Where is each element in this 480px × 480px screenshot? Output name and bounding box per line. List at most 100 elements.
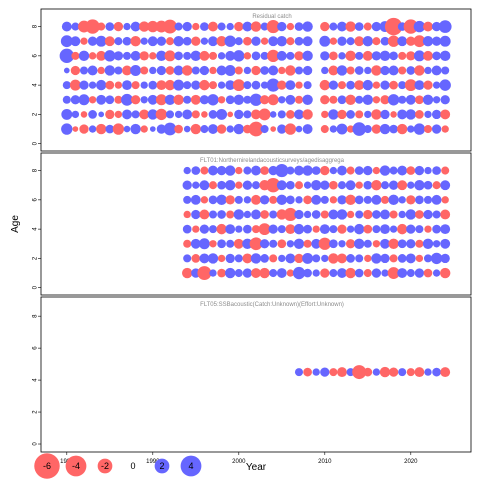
residual-bubble [122,36,132,46]
residual-bubble [217,268,226,278]
residual-bubble [156,65,167,76]
residual-bubble [190,94,201,105]
residual-bubble [122,65,132,76]
residual-bubble [422,36,434,47]
residual-bubble [390,111,397,118]
residual-bubble [192,225,200,233]
residual-bubble [440,267,451,279]
residual-bubble [234,109,244,120]
residual-bubble [183,239,192,248]
residual-bubble [70,65,81,76]
residual-bubble [286,110,295,119]
panel-frame [40,8,472,152]
residual-bubble [70,95,81,105]
residual-bubble [346,210,355,219]
residual-bubble [352,365,367,380]
residual-bubble [233,123,244,135]
residual-bubble [156,124,167,134]
residual-bubble [311,194,322,205]
residual-bubble [71,51,80,60]
residual-bubble [96,50,107,61]
residual-bubble [191,209,201,220]
residual-bubble [278,96,286,104]
residual-bubble [302,109,313,120]
residual-bubble [405,94,416,105]
residual-bubble [199,79,210,91]
residual-bubble [258,108,271,121]
residual-bubble [424,225,432,233]
residual-bubble [79,80,89,90]
residual-bubble [277,124,287,134]
y-tick-label: 4 [33,83,39,87]
residual-bubble [199,95,210,105]
residual-bubble [363,180,373,190]
residual-bubble [379,366,391,378]
residual-bubble [183,254,192,263]
residual-bubble [441,166,450,175]
residual-bubble [260,66,269,75]
residual-bubble [200,196,209,204]
residual-bubble [78,94,90,106]
residual-bubble [225,224,236,235]
residual-bubble [440,367,451,378]
residual-bubble [234,195,243,204]
y-tick-label: 2 [33,112,39,116]
residual-bubble [312,368,320,376]
residual-bubble [430,252,443,265]
residual-bubble [208,21,218,32]
residual-bubble [114,81,123,89]
residual-bubble [78,50,90,62]
residual-bubble [354,66,364,75]
residual-bubble [423,254,433,263]
residual-bubble [174,22,183,31]
residual-bubble [406,239,416,249]
residual-bubble [243,36,252,46]
residual-bubble [173,79,185,91]
residual-bubble [88,81,97,89]
residual-bubble [380,209,390,220]
residual-bubble [147,109,158,120]
residual-bubble [234,21,244,32]
residual-bubble [345,180,356,191]
residual-bubble [355,51,364,60]
residual-bubble [140,96,148,104]
residual-bubble [406,195,416,205]
residual-bubble [216,124,227,134]
residual-bubble [302,65,313,76]
residual-bubble [405,209,416,220]
residual-bubble [225,80,236,91]
residual-bubble [312,269,320,277]
residual-bubble [243,81,252,90]
residual-bubble [62,81,71,90]
residual-bubble [371,51,382,61]
residual-bubble [338,240,346,248]
residual-bubble [243,66,252,75]
residual-bubble [113,51,124,61]
residual-bubble [200,125,209,134]
residual-bubble [242,180,253,190]
residual-bubble [397,165,408,176]
residual-bubble [346,125,355,133]
residual-bubble [346,37,355,46]
residual-bubble [440,253,450,264]
residual-bubble [415,254,424,263]
residual-bubble [439,79,451,91]
residual-bubble [97,66,105,75]
residual-bubble [294,51,304,61]
residual-bubble [345,50,356,62]
residual-bubble [328,209,339,220]
residual-bubble [354,195,364,205]
residual-bubble [302,50,313,62]
residual-bubble [114,66,123,75]
residual-bubble [328,253,339,264]
residual-bubble [233,209,244,220]
residual-bubble [329,22,338,31]
residual-bubble [259,267,270,279]
residual-bubble [319,35,331,47]
residual-bubble [294,95,304,104]
residual-bubble [432,51,441,61]
residual-bubble [389,51,398,61]
residual-bubble [432,224,441,234]
residual-bubble [423,125,433,134]
residual-bubble [112,123,125,135]
